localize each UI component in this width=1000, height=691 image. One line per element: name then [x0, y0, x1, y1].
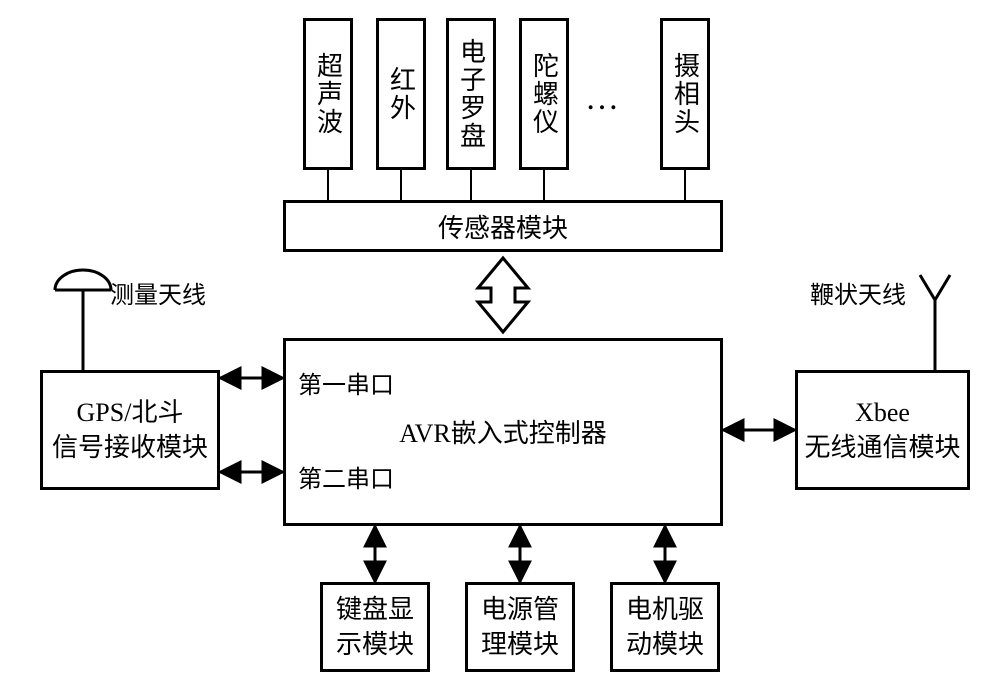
measurement-antenna-icon: [55, 270, 111, 370]
sensor-infrared: 红外: [376, 18, 426, 170]
sensor-ultrasonic: 超声波: [303, 18, 353, 170]
xbee-label: Xbee 无线通信模块: [804, 395, 960, 465]
sensor-ultrasonic-label: 超声波: [310, 52, 347, 136]
antenna-left-label: 测量天线: [110, 275, 206, 310]
diagram-canvas: 超声波 红外 电子罗盘 陀螺仪 摄相头 … 传感器模块 第一串口 第二串口 AV…: [0, 0, 1000, 691]
sensor-gyro: 陀螺仪: [519, 18, 569, 170]
power-mgmt-box: 电源管 理模块: [465, 582, 575, 672]
xbee-box: Xbee 无线通信模块: [795, 370, 970, 490]
controller-title: AVR嵌入式控制器: [286, 413, 720, 450]
sensor-module-box: 传感器模块: [283, 200, 723, 252]
controller-box: 第一串口 第二串口 AVR嵌入式控制器: [283, 338, 723, 526]
sensor-compass: 电子罗盘: [446, 18, 496, 170]
hollow-double-arrow: [478, 258, 528, 332]
sensor-camera: 摄相头: [660, 18, 710, 170]
sensor-infrared-label: 红外: [383, 66, 420, 122]
sensor-compass-label: 电子罗盘: [453, 38, 490, 150]
gps-label: GPS/北斗 信号接收模块: [52, 395, 208, 465]
antenna-right-label: 鞭状天线: [810, 275, 906, 310]
port1-label: 第一串口: [298, 365, 394, 400]
gps-box: GPS/北斗 信号接收模块: [40, 370, 220, 490]
keyboard-display-box: 键盘显 示模块: [320, 582, 430, 672]
sensor-ellipsis: …: [585, 80, 625, 118]
motor-drive-box: 电机驱 动模块: [610, 582, 720, 672]
keyboard-display-label: 键盘显 示模块: [336, 592, 414, 662]
sensor-gyro-label: 陀螺仪: [526, 52, 563, 136]
power-mgmt-label: 电源管 理模块: [481, 592, 559, 662]
motor-drive-label: 电机驱 动模块: [626, 592, 704, 662]
port2-label: 第二串口: [298, 459, 394, 494]
sensor-module-label: 传感器模块: [438, 208, 568, 245]
whip-antenna-icon: [920, 275, 950, 370]
sensor-camera-label: 摄相头: [667, 52, 704, 136]
